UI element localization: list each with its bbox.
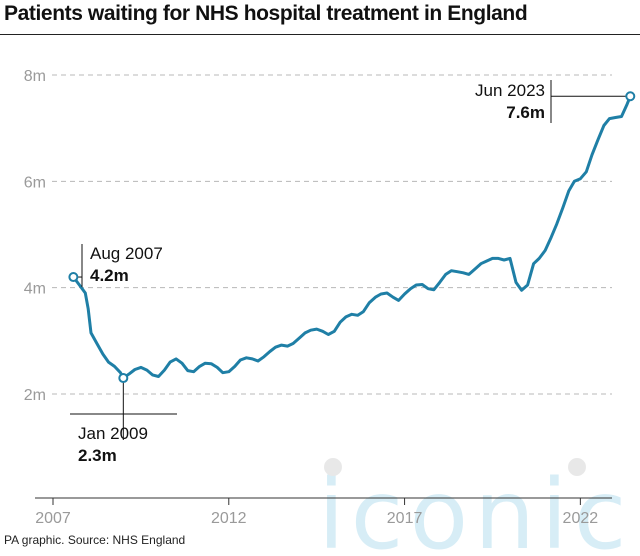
x-tick-label: 2012 [211,510,247,527]
y-tick-label: 4m [24,281,46,298]
source-note: PA graphic. Source: NHS England [4,533,186,547]
title-rule [0,34,640,35]
annotation-marker [68,272,79,283]
annotation-marker [118,373,129,384]
watermark-dot [324,458,342,476]
y-tick-label: 6m [24,174,46,191]
series-line [71,94,632,380]
annotation-date: Jan 2009 [78,424,148,443]
annotation-value: 7.6m [506,103,545,122]
annotation-value: 4.2m [90,266,129,285]
x-tick-label: 2022 [563,510,599,527]
annotation-date: Jun 2023 [475,81,545,100]
annotation-marker [625,91,636,102]
y-tick-label: 8m [24,68,46,85]
watermark: iconic [318,458,632,556]
watermark-dot [568,458,586,476]
annotation-date: Aug 2007 [90,244,163,263]
annotation-value: 2.3m [78,446,117,465]
y-tick-label: 2m [24,387,46,404]
x-tick-label: 2017 [387,510,423,527]
chart-title: Patients waiting for NHS hospital treatm… [4,2,528,25]
x-tick-label: 2007 [35,510,71,527]
watermark-text: iconic [318,459,632,556]
